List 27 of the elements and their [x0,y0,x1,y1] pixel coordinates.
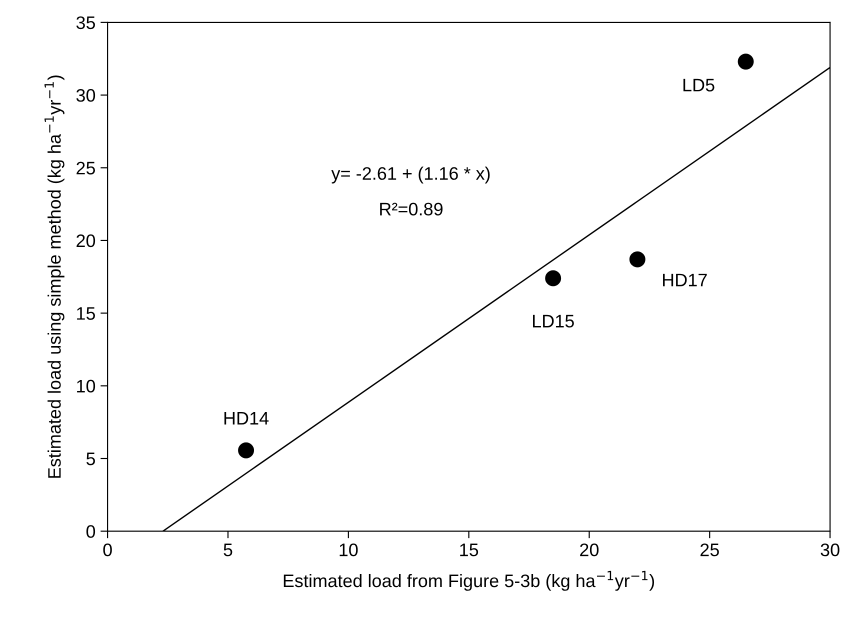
point [545,270,562,286]
annotation: LD5 [683,78,714,92]
y-tick-label: 30 [76,89,96,102]
y-tick-label: 20 [76,234,96,248]
annotation: LD15 [533,314,574,328]
x-axis-title: Estimated load from Figure 5-3b (kg ha$^{−1}$yr$^{−1}$) [284,570,654,591]
y-tick-label: 10 [77,380,96,393]
point [629,251,646,268]
x-tick-label: 0 [103,543,112,556]
y-tick-label: 15 [77,307,96,320]
annotation: y= -2.61 + (1.16 * x) [331,166,490,184]
x-tick-label: 15 [460,544,478,556]
y-tick-label: 0 [86,525,96,538]
x-tick-label: 25 [700,543,719,556]
x-tick-label: 30 [820,543,840,556]
annotation: HD17 [663,274,707,286]
y-tick-label: 5 [86,452,96,466]
y-axis-title: Estimated load using simple method (kg ha$^{−1}$yr$^{−1}$) [44,76,64,478]
x-tick-label: 10 [340,543,358,556]
x-tick-label: 5 [224,544,232,556]
annotation: R²=0.89 [380,202,443,216]
annotation: HD14 [224,412,269,424]
y-tick-label: 35 [76,16,96,30]
point [738,54,754,70]
y-tick-label: 25 [76,162,96,174]
x-tick-label: 20 [580,543,599,556]
point [238,442,254,458]
